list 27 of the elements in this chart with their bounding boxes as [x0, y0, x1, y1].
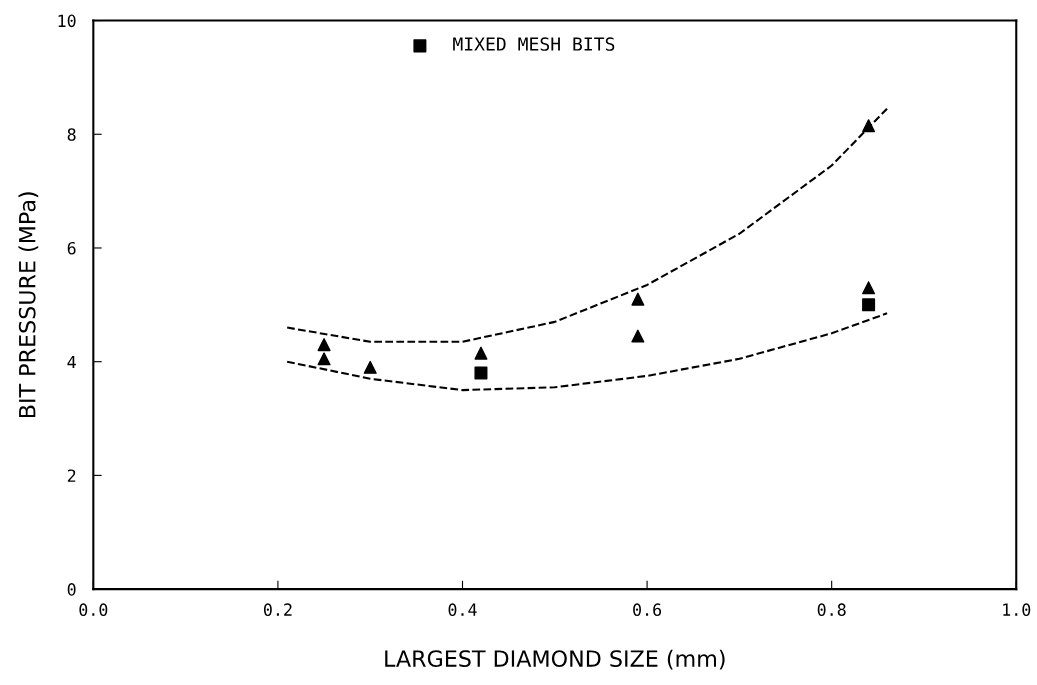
point — [474, 366, 488, 380]
point — [363, 360, 377, 374]
y-tick-label: 2 — [67, 469, 76, 482]
point — [862, 281, 876, 295]
y-tick-label: 0 — [67, 583, 76, 596]
x-tick-label: 0.4 — [448, 603, 477, 616]
y-axis-title: BIT PRESSURE (MPa) — [18, 192, 39, 418]
point — [631, 292, 645, 306]
x-tick-label: 0.8 — [817, 603, 846, 616]
point — [317, 338, 331, 352]
point — [474, 346, 488, 360]
y-tick-label: 10 — [58, 14, 76, 28]
x-tick-label: 0.0 — [79, 603, 108, 616]
x-tick-label: 0.2 — [263, 603, 292, 616]
line-series — [286, 312, 889, 392]
point — [317, 352, 331, 366]
x-tick-label: 1.0 — [1003, 603, 1031, 616]
y-tick-label: 6 — [67, 241, 76, 255]
y-tick-label: 4 — [67, 355, 76, 369]
legend-label: MIXED MESH BITS — [453, 37, 615, 51]
line-series — [286, 107, 889, 343]
y-tick-label: 8 — [67, 128, 76, 141]
point — [862, 119, 876, 133]
x-tick-label: 0.6 — [633, 603, 662, 616]
point — [631, 329, 645, 343]
point — [862, 298, 876, 312]
x-axis-title: LARGEST DIAMOND SIZE (mm) — [385, 649, 725, 670]
